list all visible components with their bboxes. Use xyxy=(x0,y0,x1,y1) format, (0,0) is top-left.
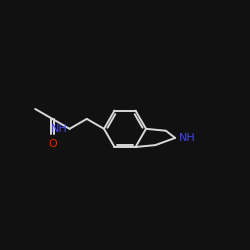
Text: NH: NH xyxy=(179,133,196,143)
Text: O: O xyxy=(48,139,57,149)
Text: NH: NH xyxy=(51,124,68,134)
